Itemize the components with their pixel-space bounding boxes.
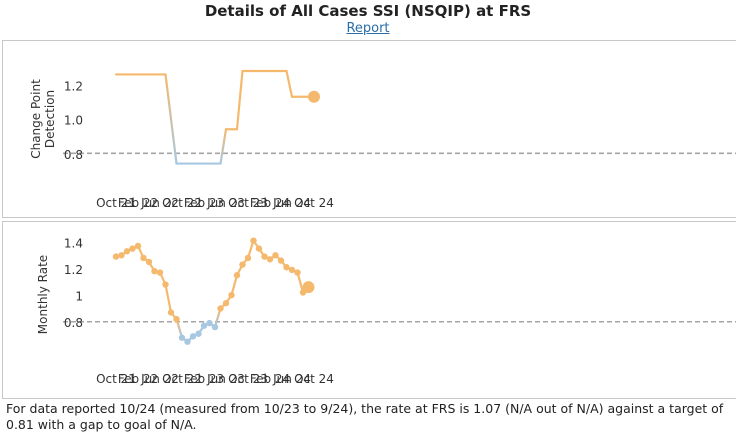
x-tick-label: Oct 21 — [96, 372, 136, 386]
data-point[interactable] — [239, 261, 246, 268]
data-point[interactable] — [167, 309, 175, 316]
y-axis-label: Monthly Rate — [36, 255, 50, 334]
monthly-rate-panel: 0.8 1 1.2 1.4 Oct 21 Feb 22 Jun 22 Oct 22 Feb 23… — [2, 221, 736, 399]
x-tick-label: Oct 22 — [162, 196, 202, 210]
data-point[interactable] — [178, 334, 186, 341]
x-tick-label: Feb 23 — [184, 372, 224, 386]
y-tick-label: 0.8 — [64, 148, 83, 162]
x-tick-label: Feb 22 — [118, 196, 158, 210]
x-tick-label: Jun 24 — [272, 372, 311, 386]
data-point[interactable] — [244, 254, 252, 262]
series-line-segment — [235, 69, 244, 131]
data-point[interactable] — [261, 253, 268, 260]
series-line-segment — [230, 274, 239, 297]
data-point[interactable] — [200, 322, 208, 329]
data-point[interactable] — [156, 269, 164, 276]
data-point[interactable] — [222, 299, 230, 307]
data-point[interactable] — [189, 333, 197, 340]
summary-text: For data reported 10/24 (measured from 1… — [6, 401, 724, 432]
x-tick-label: Jun 24 — [272, 196, 311, 210]
data-point[interactable] — [283, 264, 290, 271]
data-point[interactable] — [294, 269, 301, 276]
x-tick-label: Oct 22 — [162, 372, 202, 386]
series-line-segment — [213, 307, 222, 329]
data-point[interactable] — [211, 323, 219, 331]
data-point[interactable] — [184, 338, 191, 345]
data-point[interactable] — [206, 319, 213, 327]
data-point[interactable] — [140, 254, 147, 262]
data-point[interactable] — [250, 237, 257, 244]
data-point[interactable] — [233, 272, 241, 279]
data-point[interactable] — [173, 315, 180, 323]
data-point[interactable] — [118, 252, 125, 259]
data-point[interactable] — [272, 252, 279, 259]
data-point[interactable] — [162, 281, 169, 288]
x-tick-label: Feb 24 — [250, 372, 290, 386]
series-line-segment — [175, 317, 184, 339]
y-tick-label: 1.2 — [64, 263, 83, 277]
data-point[interactable] — [129, 245, 136, 252]
x-tick-label: Jun 22 — [140, 196, 179, 210]
x-tick-label: Oct 21 — [96, 196, 136, 210]
x-tick-label: Oct 23 — [228, 372, 268, 386]
data-point[interactable] — [255, 245, 263, 252]
data-point[interactable] — [195, 330, 202, 337]
y-tick-label: 1.4 — [64, 236, 83, 250]
data-point[interactable] — [145, 258, 153, 266]
x-tick-label: Jun 23 — [206, 372, 245, 386]
data-point[interactable] — [151, 268, 158, 275]
x-tick-label: Jun 23 — [206, 196, 245, 210]
data-point[interactable] — [112, 253, 120, 260]
y-axis-label: Change PointDetection — [29, 79, 57, 159]
x-tick-label: Oct 24 — [294, 372, 334, 386]
series-line-segment — [219, 128, 228, 165]
y-tick-label: 1 — [75, 289, 83, 303]
data-point[interactable] — [288, 266, 296, 274]
x-tick-label: Oct 23 — [228, 196, 268, 210]
series-line-segment — [164, 283, 173, 314]
y-tick-label: 1.2 — [64, 79, 83, 93]
y-tick-label: 1.0 — [64, 114, 83, 128]
x-tick-label: Oct 24 — [294, 196, 334, 210]
latest-data-point[interactable] — [302, 281, 315, 294]
data-point[interactable] — [277, 257, 285, 264]
x-tick-label: Jun 22 — [140, 372, 179, 386]
series-line-segment — [296, 271, 305, 294]
report-link[interactable]: Report — [346, 21, 390, 36]
latest-data-point[interactable] — [308, 90, 320, 103]
series-line-segment — [164, 73, 178, 165]
data-point[interactable] — [123, 248, 131, 255]
x-tick-label: Feb 23 — [184, 196, 224, 210]
x-tick-label: Feb 24 — [250, 196, 290, 210]
data-point[interactable] — [266, 256, 274, 263]
series-line-segment — [285, 69, 294, 98]
x-tick-label: Feb 22 — [118, 372, 158, 386]
chart-title: Details of All Cases SSI (NSQIP) at FRS — [204, 2, 532, 20]
data-point[interactable] — [134, 242, 142, 250]
change-point-panel: 0.8 1.0 1.2 Oct 21 Feb 22 Jun 22 Oct 22 Feb 23 J… — [2, 40, 736, 218]
data-point[interactable] — [228, 291, 235, 299]
y-tick-label: 0.8 — [64, 316, 83, 330]
data-point[interactable] — [217, 305, 224, 312]
